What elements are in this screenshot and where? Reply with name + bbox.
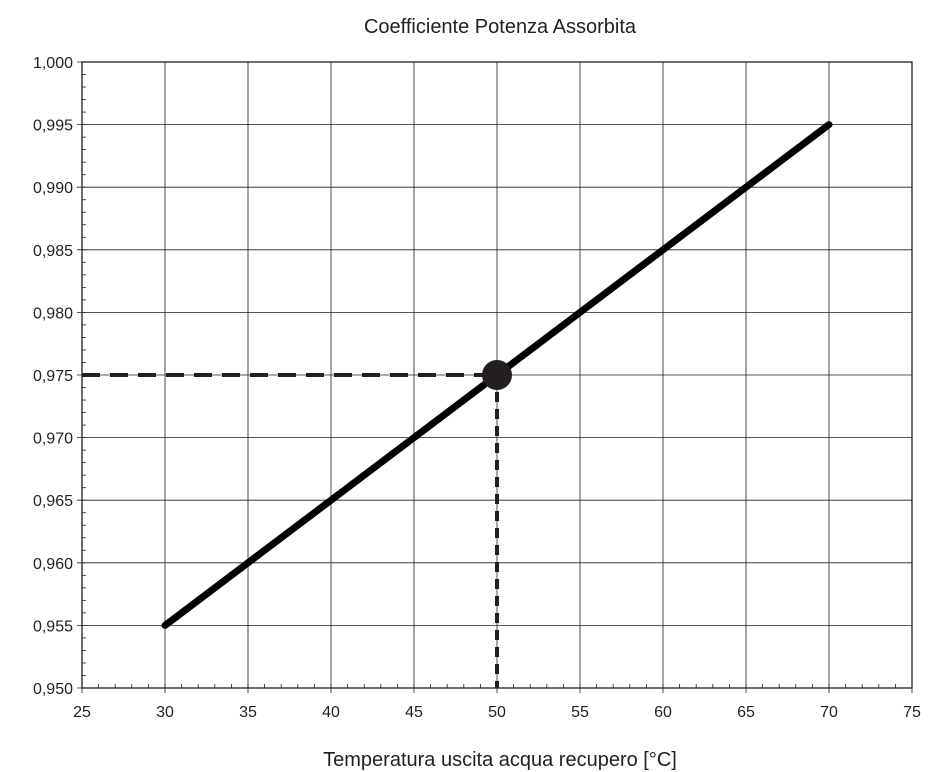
y-tick-label: 0,980 — [33, 305, 73, 322]
minor-ticks — [81, 61, 913, 689]
y-tick-label: 0,965 — [33, 493, 73, 510]
x-tick-label: 65 — [737, 704, 755, 721]
x-tick-label: 30 — [156, 704, 174, 721]
y-tick-label: 0,960 — [33, 556, 73, 573]
y-tick-label: 0,985 — [33, 243, 73, 260]
x-tick-label: 25 — [73, 704, 91, 721]
y-tick-label: 1,000 — [33, 55, 73, 72]
series-layer — [161, 121, 833, 629]
x-tick-label: 60 — [654, 704, 672, 721]
chart-title: Coefficiente Potenza Assorbita — [364, 16, 637, 38]
x-axis-label: Temperatura uscita acqua recupero [°C] — [323, 749, 677, 771]
x-tick-label: 55 — [571, 704, 589, 721]
tick-labels: 25 30 35 40 45 50 55 60 65 70 75 0,950 0,955 0,960 0,9… — [33, 55, 921, 721]
y-tick-label: 0,990 — [33, 180, 73, 197]
y-tick-label: 0,970 — [33, 431, 73, 448]
y-tick-label: 0,950 — [33, 681, 73, 698]
x-tick-label: 40 — [322, 704, 340, 721]
x-tick-label: 45 — [405, 704, 423, 721]
x-tick-label: 35 — [239, 704, 257, 721]
y-tick-label: 0,975 — [33, 368, 73, 385]
guide-lines — [82, 373, 499, 688]
y-tick-label: 0,995 — [33, 118, 73, 135]
y-tick-label: 0,955 — [33, 618, 73, 635]
x-tick-label: 70 — [820, 704, 838, 721]
x-tick-label: 50 — [488, 704, 506, 721]
highlight-point — [482, 360, 512, 390]
x-tick-label: 75 — [903, 704, 921, 721]
